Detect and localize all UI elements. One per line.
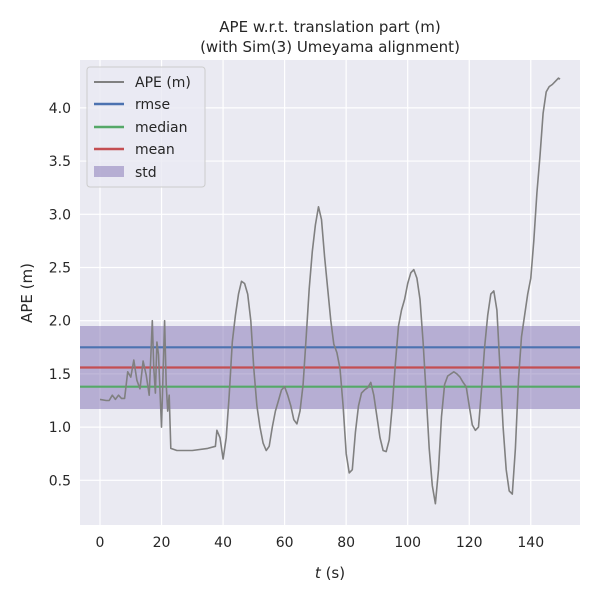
- chart-title-line-1: APE w.r.t. translation part (m): [219, 18, 440, 36]
- legend-label-median: median: [135, 120, 187, 136]
- x-tick-label-100: 100: [394, 535, 421, 551]
- x-axis-label: t (s): [315, 564, 345, 582]
- ape-series-layer: [99, 77, 561, 505]
- legend-label-mean: mean: [135, 142, 175, 158]
- chart-title: APE w.r.t. translation part (m) (with Si…: [200, 18, 460, 56]
- x-tick-label-120: 120: [456, 535, 483, 551]
- y-tick-label-0.5: 0.5: [49, 473, 71, 489]
- x-tick-label-60: 60: [276, 535, 294, 551]
- y-tick-label-3.0: 3.0: [49, 207, 71, 223]
- x-axis-label-var: t: [315, 564, 322, 582]
- x-axis-label-unit: (s): [321, 564, 345, 582]
- legend-swatch-std: [94, 166, 124, 177]
- y-tick-label-2.5: 2.5: [49, 260, 71, 276]
- legend: APE (m) rmse median mean std: [86, 66, 206, 188]
- x-tick-label-20: 20: [153, 535, 171, 551]
- legend-box: [86, 66, 206, 188]
- legend-label-ape: APE (m): [135, 75, 191, 91]
- y-tick-label-1.0: 1.0: [49, 420, 71, 436]
- x-tick-labels: 0 20 40 60 80 100 120 140: [96, 535, 545, 551]
- legend-label-rmse: rmse: [135, 97, 170, 113]
- x-tick-label-40: 40: [214, 535, 232, 551]
- y-tick-label-3.5: 3.5: [49, 154, 71, 170]
- y-axis-label: APE (m): [18, 263, 36, 323]
- chart-title-line-2: (with Sim(3) Umeyama alignment): [200, 38, 460, 56]
- y-tick-label-2.0: 2.0: [49, 314, 71, 330]
- x-tick-label-80: 80: [337, 535, 355, 551]
- y-tick-labels: 0.5 1.0 1.5 2.0 2.5 3.0 3.5 4.0: [49, 101, 71, 489]
- y-tick-label-1.5: 1.5: [49, 367, 71, 383]
- ape-series-line: [99, 77, 561, 505]
- y-tick-label-4.0: 4.0: [49, 101, 71, 117]
- x-tick-label-0: 0: [96, 535, 105, 551]
- x-tick-label-140: 140: [517, 535, 544, 551]
- legend-label-std: std: [135, 165, 157, 181]
